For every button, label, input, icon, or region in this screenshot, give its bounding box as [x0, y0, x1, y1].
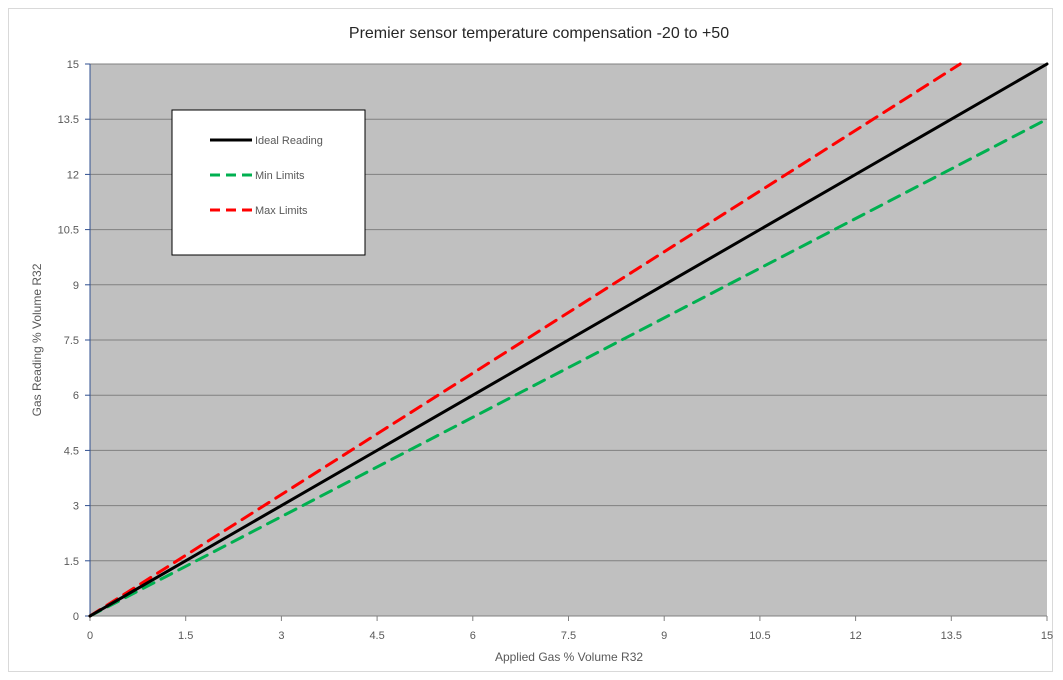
y-tick-label: 1.5: [64, 556, 79, 568]
legend-label-ideal-reading: Ideal Reading: [255, 135, 323, 147]
chart-frame: Premier sensor temperature compensation …: [8, 8, 1053, 672]
x-tick-label: 9: [661, 630, 667, 642]
y-tick-label: 13.5: [58, 114, 79, 126]
x-tick-labels: 0 1.5 3 4.5 6 7.5 9 10.5 12 13.5 15: [87, 630, 1053, 642]
legend-label-min-limits: Min Limits: [255, 170, 305, 182]
series-line-min-limits: [88, 117, 1049, 618]
x-tick-label: 10.5: [749, 630, 770, 642]
y-tick-label: 10.5: [58, 225, 79, 237]
y-tick-label: 15: [67, 59, 79, 71]
x-tick-label: 6: [470, 630, 476, 642]
y-tick-label: 3: [73, 501, 79, 513]
x-tick-label: 1.5: [178, 630, 193, 642]
y-tick-label: 4.5: [64, 445, 79, 457]
series-line-max-limits: [88, 62, 962, 618]
legend-box: [171, 109, 366, 256]
x-tick-label: 12: [849, 630, 861, 642]
x-tick-label: 3: [278, 630, 284, 642]
x-axis-title: Applied Gas % Volume R32: [495, 650, 643, 664]
series-layer: [88, 62, 1049, 618]
x-tick-label: 15: [1041, 630, 1053, 642]
y-axis-title: Gas Reading % Volume R32: [30, 263, 44, 416]
x-tick-label: 7.5: [561, 630, 576, 642]
x-tick-label: 13.5: [941, 630, 962, 642]
series-line-ideal-reading: [88, 62, 1049, 618]
y-tick-labels: 0 1.5 3 4.5 6 7.5 9 10.5 12 13.5 15: [58, 59, 79, 623]
line-chart: Premier sensor temperature compensation …: [30, 25, 1053, 664]
y-tick-label: 7.5: [64, 335, 79, 347]
y-tick-label: 12: [67, 169, 79, 181]
y-tick-label: 0: [73, 611, 79, 623]
legend: Ideal Reading Min Limits Max Limits: [171, 109, 366, 256]
x-tick-label: 4.5: [369, 630, 384, 642]
y-tick-label: 6: [73, 390, 79, 402]
chart-title: Premier sensor temperature compensation …: [349, 25, 729, 42]
legend-label-max-limits: Max Limits: [255, 205, 308, 217]
x-tick-label: 0: [87, 630, 93, 642]
y-tick-label: 9: [73, 280, 79, 292]
